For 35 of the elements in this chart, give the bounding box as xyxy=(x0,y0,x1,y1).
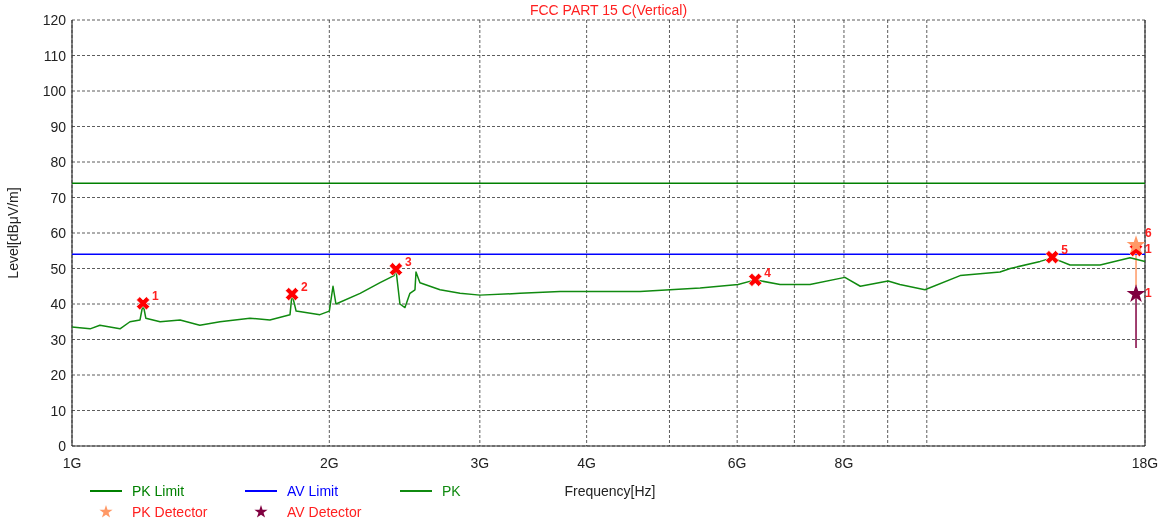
y-tick-label: 100 xyxy=(42,83,67,99)
x-tick-label: 6G xyxy=(727,455,747,471)
x-tick-label: 18G xyxy=(1131,455,1159,471)
x-tick-label: 1G xyxy=(62,455,82,471)
y-tick-label: 120 xyxy=(42,12,67,28)
y-tick-label: 10 xyxy=(50,402,67,419)
annotation: 3 xyxy=(404,255,412,270)
annotation: 4 xyxy=(764,265,772,280)
annotation: 1 xyxy=(1145,286,1153,301)
annotation: 2 xyxy=(301,280,309,295)
y-tick-label: 20 xyxy=(50,367,67,383)
y-tick-label: 110 xyxy=(43,47,67,64)
legend-label: AV Detector xyxy=(287,504,362,520)
legend-label: PK xyxy=(442,483,462,499)
x-tick-label: 8G xyxy=(834,455,854,471)
legend-label: PK Detector xyxy=(132,504,208,520)
x-axis-title: Frequency[Hz] xyxy=(564,483,656,499)
y-tick-label: 40 xyxy=(50,296,67,312)
x-tick-label: 2G xyxy=(319,455,339,471)
y-tick-label: 90 xyxy=(50,118,67,135)
x-tick-label: 3G xyxy=(470,455,490,471)
chart-title: FCC PART 15 C(Vertical) xyxy=(529,2,688,18)
y-tick-label: 0 xyxy=(58,438,67,454)
legend-label: PK Limit xyxy=(132,483,185,499)
y-tick-label: 30 xyxy=(50,331,67,348)
annotation: 1 xyxy=(152,289,160,304)
y-tick-label: 50 xyxy=(50,260,67,277)
y-tick-label: 60 xyxy=(50,225,67,241)
annotation: 6 xyxy=(1145,226,1153,241)
x-tick-label: 4G xyxy=(577,455,596,471)
legend-label: AV Limit xyxy=(287,483,339,499)
y-axis-title: Level[dBμV/m] xyxy=(5,187,21,279)
y-tick-label: 80 xyxy=(50,154,67,170)
y-tick-label: 70 xyxy=(50,189,67,206)
annotation: 1 xyxy=(1145,242,1153,257)
